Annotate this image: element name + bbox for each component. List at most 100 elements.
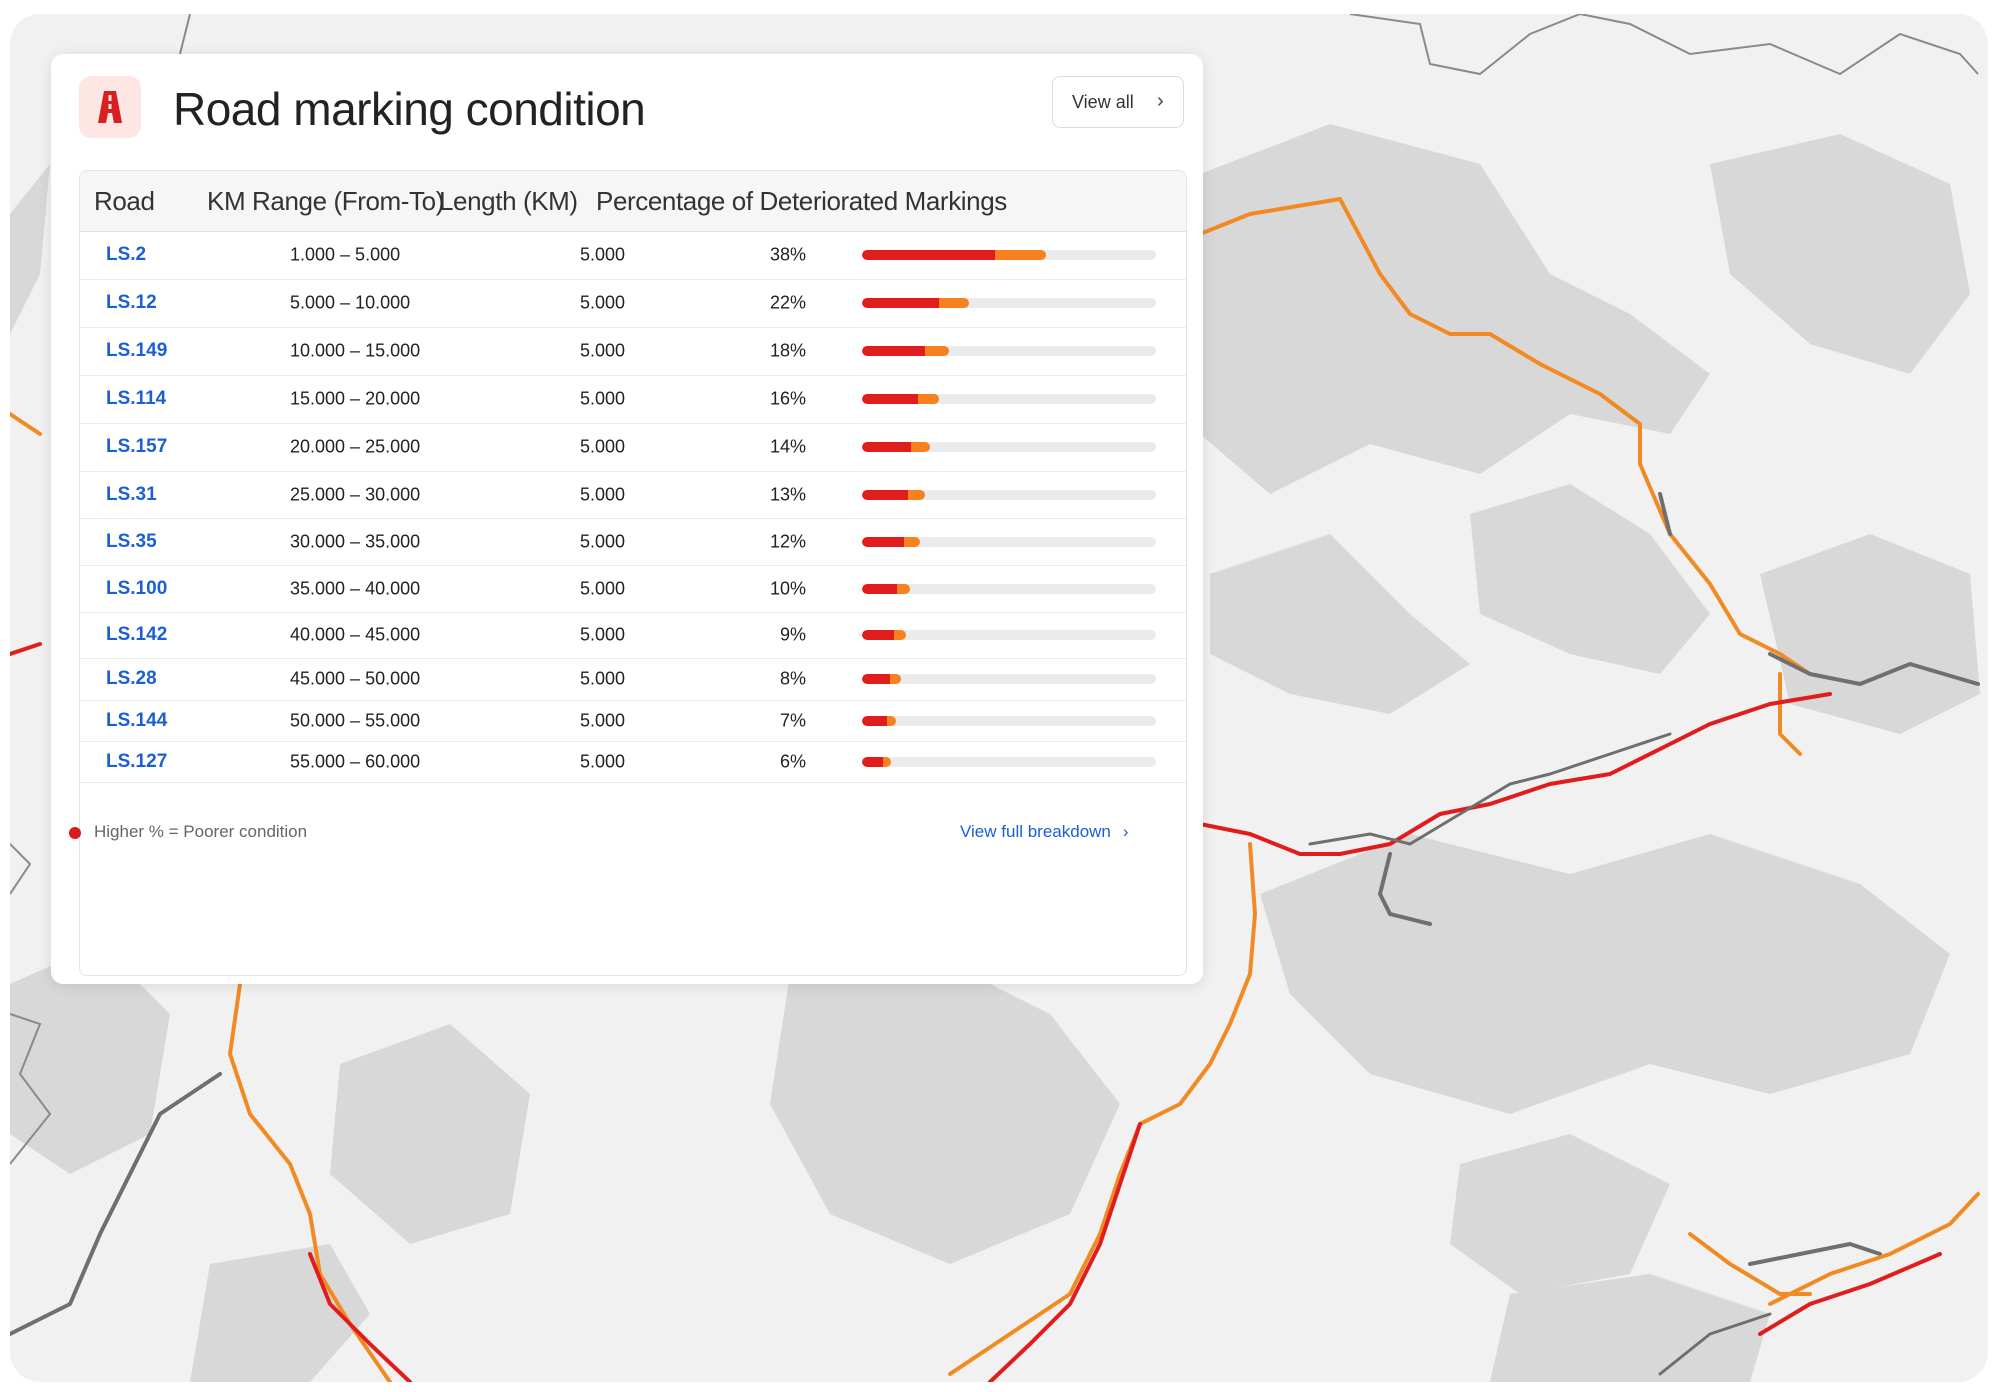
bar-segment-orange <box>911 442 930 452</box>
road-link[interactable]: LS.35 <box>106 530 157 552</box>
chevron-right-icon: › <box>1122 822 1129 841</box>
table-row[interactable]: LS.114 15.000 – 20.000 5.000 16% <box>80 375 1186 424</box>
road-icon-glyph <box>98 91 122 123</box>
percent-cell: 13% <box>769 484 806 504</box>
legend-text: Higher % = Poorer condition <box>94 822 308 841</box>
condition-bar <box>862 674 1156 684</box>
length-cell: 5.000 <box>580 751 626 771</box>
road-link[interactable]: LS.149 <box>106 340 168 361</box>
table-row[interactable]: LS.157 20.000 – 25.000 5.000 14% <box>80 423 1186 472</box>
bar-segment-orange <box>907 489 925 500</box>
km-range-cell: 35.000 – 40.000 <box>290 578 421 598</box>
km-range-cell: 50.000 – 55.000 <box>290 710 421 730</box>
road-link[interactable]: LS.2 <box>106 244 147 265</box>
road-link[interactable]: LS.157 <box>106 436 168 457</box>
borders <box>10 14 1979 1165</box>
condition-bar <box>862 394 1156 404</box>
table-row[interactable]: LS.127 55.000 – 60.000 5.000 6% <box>80 741 1186 783</box>
percent-cell: 18% <box>769 340 806 361</box>
condition-bar <box>862 715 1156 726</box>
column-header-km-range: KM Range (From-To) <box>207 186 444 216</box>
percent-cell: 8% <box>779 668 806 689</box>
km-range-cell: 40.000 – 45.000 <box>290 624 421 645</box>
bar-segment-orange <box>886 715 896 726</box>
map-svg <box>10 14 1980 1382</box>
condition-bar <box>862 536 1156 547</box>
percent-cell: 10% <box>769 578 806 598</box>
table-row[interactable]: LS.149 10.000 – 15.000 5.000 18% <box>80 327 1186 376</box>
length-cell: 5.000 <box>580 292 626 313</box>
condition-bar <box>862 630 1156 640</box>
road-marking-panel: Road marking condition View all › Road K… <box>51 54 1203 984</box>
km-range-cell: 30.000 – 35.000 <box>290 531 421 551</box>
percent-cell: 38% <box>769 244 806 265</box>
condition-bar <box>862 346 1156 356</box>
bar-segment-orange <box>897 583 911 594</box>
table-row[interactable]: LS.100 35.000 – 40.000 5.000 10% <box>80 565 1186 613</box>
road-link[interactable]: LS.28 <box>106 668 157 689</box>
condition-bar <box>862 298 1156 308</box>
chevron-right-icon: › <box>1157 90 1164 112</box>
column-header-percentage: Percentage of Deteriorated Markings <box>596 186 1007 216</box>
length-cell: 5.000 <box>580 710 626 730</box>
length-cell: 5.000 <box>580 244 626 265</box>
bar-segment-red <box>862 630 894 640</box>
bar-segment-orange <box>995 250 1046 260</box>
bar-segment-red <box>862 536 904 547</box>
bar-segment-red <box>862 674 890 684</box>
percent-cell: 7% <box>779 710 806 730</box>
table-row[interactable]: LS.35 30.000 – 35.000 5.000 12% <box>80 518 1186 566</box>
bar-segment-red <box>862 442 911 452</box>
table-row[interactable]: LS.12 5.000 – 10.000 5.000 22% <box>80 279 1186 328</box>
condition-bar <box>862 250 1156 260</box>
km-range-cell: 55.000 – 60.000 <box>290 751 421 771</box>
table-row[interactable]: LS.2 1.000 – 5.000 5.000 38% <box>80 231 1186 280</box>
percent-cell: 14% <box>769 436 806 457</box>
road-link[interactable]: LS.31 <box>106 483 157 505</box>
bar-segment-orange <box>883 756 892 767</box>
bar-segment-red <box>862 298 939 308</box>
table-row[interactable]: LS.142 40.000 – 45.000 5.000 9% <box>80 612 1186 659</box>
road-network <box>10 197 1980 1382</box>
km-range-cell: 10.000 – 15.000 <box>290 340 421 361</box>
road-link[interactable]: LS.12 <box>106 292 157 313</box>
table-row[interactable]: LS.144 50.000 – 55.000 5.000 7% <box>80 700 1186 742</box>
length-cell: 5.000 <box>580 484 626 504</box>
road-link[interactable]: LS.144 <box>106 709 168 731</box>
condition-bar <box>862 442 1156 452</box>
percent-cell: 6% <box>779 751 806 771</box>
view-full-breakdown-link[interactable]: View full breakdown › <box>960 822 1129 842</box>
bar-segment-orange <box>925 346 950 356</box>
panel-title: Road marking condition <box>173 83 646 135</box>
condition-bar <box>862 583 1156 594</box>
bar-segment-red <box>862 394 918 404</box>
terrain-shading <box>10 124 1980 1382</box>
bar-segment-orange <box>939 298 969 308</box>
road-icon <box>79 76 141 138</box>
length-cell: 5.000 <box>580 578 626 598</box>
percent-cell: 9% <box>779 624 806 645</box>
bar-segment-red <box>862 583 897 594</box>
view-all-button[interactable]: View all › <box>1052 76 1184 128</box>
bar-segment-red <box>862 489 908 500</box>
length-cell: 5.000 <box>580 436 626 457</box>
bar-segment-red <box>862 250 995 260</box>
length-cell: 5.000 <box>580 388 626 409</box>
km-range-cell: 45.000 – 50.000 <box>290 668 421 689</box>
table-row[interactable]: LS.31 25.000 – 30.000 5.000 13% <box>80 471 1186 519</box>
road-link[interactable]: LS.127 <box>106 750 168 772</box>
column-header-road: Road <box>94 186 155 216</box>
km-range-cell: 5.000 – 10.000 <box>290 292 411 313</box>
road-link[interactable]: LS.114 <box>106 388 167 409</box>
legend-dot <box>69 827 81 839</box>
column-header-length: Length (KM) <box>439 186 578 216</box>
percent-cell: 22% <box>769 292 806 313</box>
road-link[interactable]: LS.142 <box>106 624 168 645</box>
road-link[interactable]: LS.100 <box>106 577 168 599</box>
table-row[interactable]: LS.28 45.000 – 50.000 5.000 8% <box>80 658 1186 701</box>
breakdown-label: View full breakdown <box>960 822 1111 841</box>
length-cell: 5.000 <box>580 340 626 361</box>
bar-segment-red <box>862 346 925 356</box>
length-cell: 5.000 <box>580 624 626 645</box>
km-range-cell: 15.000 – 20.000 <box>290 388 421 409</box>
